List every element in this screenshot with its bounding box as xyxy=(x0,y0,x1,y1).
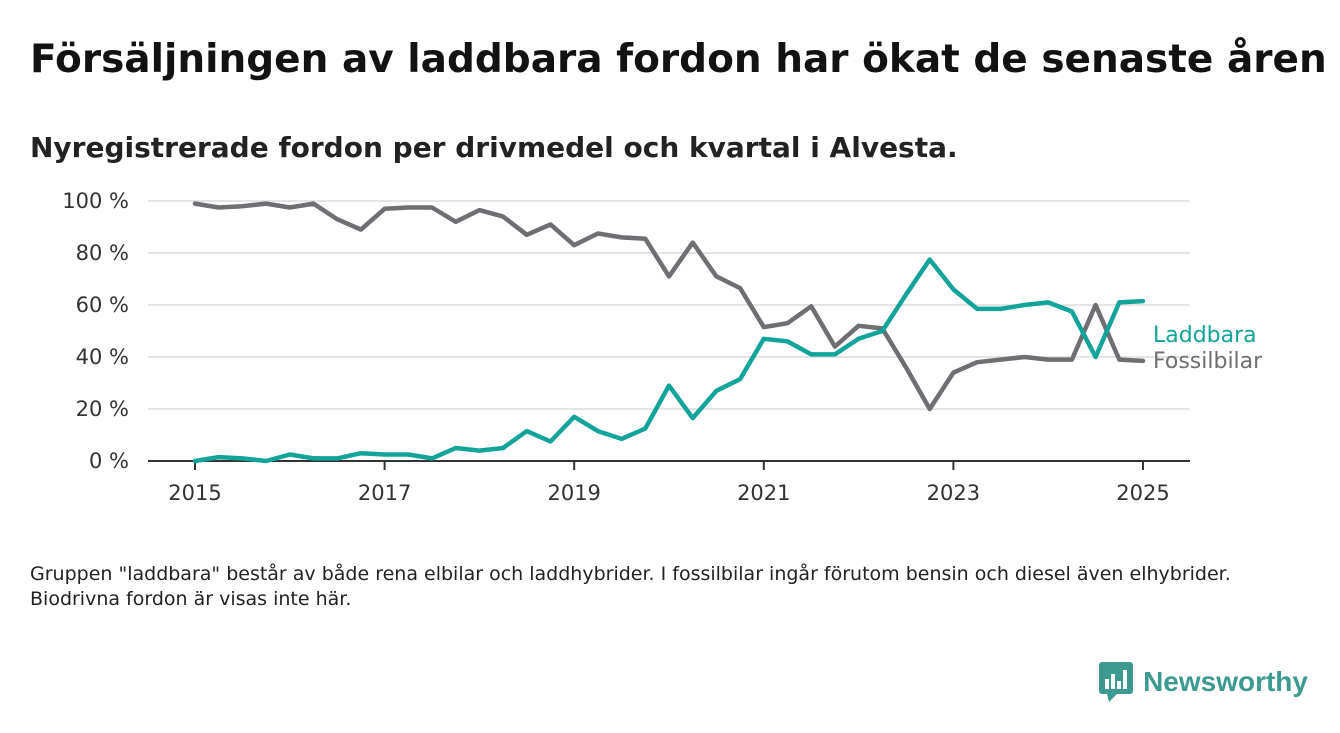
x-tick-label: 2019 xyxy=(547,481,600,505)
series-lines xyxy=(192,201,1146,464)
footnote: Gruppen "laddbara" består av både rena e… xyxy=(30,563,1231,610)
y-tick-label: 20 % xyxy=(76,397,129,421)
bar-chart-icon xyxy=(1099,662,1134,702)
chart-title: Försäljningen av laddbara fordon har öka… xyxy=(30,37,1327,82)
series-line-fossilbilar xyxy=(192,201,1146,412)
grid-lines xyxy=(148,200,1190,462)
chart-subtitle: Nyregistrerade fordon per drivmedel och … xyxy=(30,131,958,164)
series-label-fossilbilar: Fossilbilar xyxy=(1153,349,1263,374)
x-axis-ticks: 2015 2017 2019 2021 2023 2025 xyxy=(168,461,1170,505)
y-tick-label: 80 % xyxy=(76,241,129,265)
x-tick-label: 2023 xyxy=(927,481,980,505)
series-line-laddbara xyxy=(192,257,1146,464)
x-tick-label: 2015 xyxy=(168,481,221,505)
y-tick-label: 100 % xyxy=(62,189,129,213)
series-label-laddbara: Laddbara xyxy=(1153,323,1257,348)
y-tick-label: 0 % xyxy=(89,449,129,473)
x-tick-label: 2017 xyxy=(358,481,411,505)
y-tick-label: 40 % xyxy=(76,345,129,369)
newsworthy-logo: Newsworthy xyxy=(1099,660,1308,704)
line-chart: 0 % 20 % 40 % 60 % 80 % 100 % 2015 2017 2019 202… xyxy=(62,189,1263,505)
x-tick-label: 2025 xyxy=(1116,481,1169,505)
brand-name: Newsworthy xyxy=(1143,666,1308,697)
y-axis-ticks: 0 % 20 % 40 % 60 % 80 % 100 % xyxy=(62,189,129,473)
x-tick-label: 2021 xyxy=(737,481,790,505)
y-tick-label: 60 % xyxy=(76,293,129,317)
